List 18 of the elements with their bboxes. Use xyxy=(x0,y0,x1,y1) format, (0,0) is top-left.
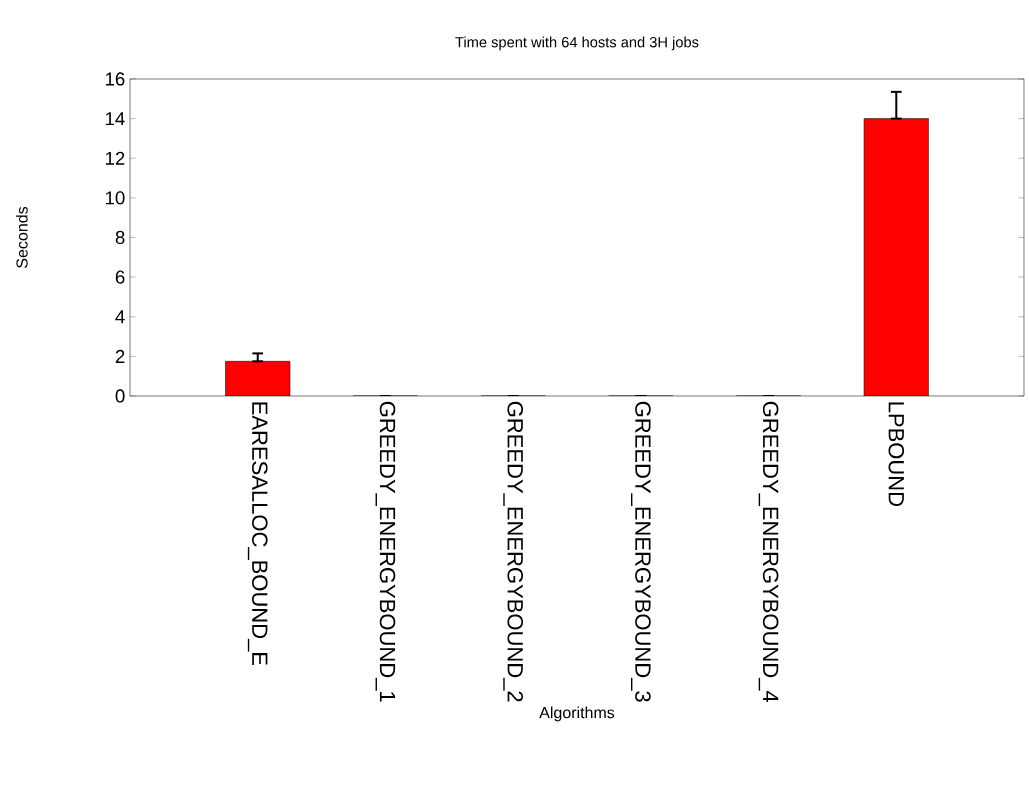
x-tick-label: GREEDY_ENERGYBOUND_2 xyxy=(503,401,524,702)
y-tick-label: 4 xyxy=(115,310,125,324)
y-tick-label: 0 xyxy=(115,389,125,403)
x-tick-label: GREEDY_ENERGYBOUND_3 xyxy=(630,401,651,702)
y-axis-title: Seconds xyxy=(15,206,28,268)
x-tick-label: LPBOUND xyxy=(888,402,905,506)
y-tick-label: 2 xyxy=(115,349,125,363)
y-tick-label: 16 xyxy=(105,72,125,86)
x-tick-label: GREEDY_ENERGYBOUND_1 xyxy=(375,401,396,702)
x-tick-label: EARESALLOC_BOUND_E xyxy=(247,402,268,666)
x-axis-title: Algorithms xyxy=(539,706,615,722)
y-tick-label: 10 xyxy=(105,191,125,205)
y-tick-label: 6 xyxy=(115,270,125,284)
y-tick-label: 8 xyxy=(115,230,125,245)
y-tick-label: 14 xyxy=(105,112,125,126)
y-tick-label: 12 xyxy=(105,151,125,165)
chart-title: Time spent with 64 hosts and 3H jobs xyxy=(455,36,699,51)
x-tick-label: GREEDY_ENERGYBOUND_4 xyxy=(758,401,779,702)
